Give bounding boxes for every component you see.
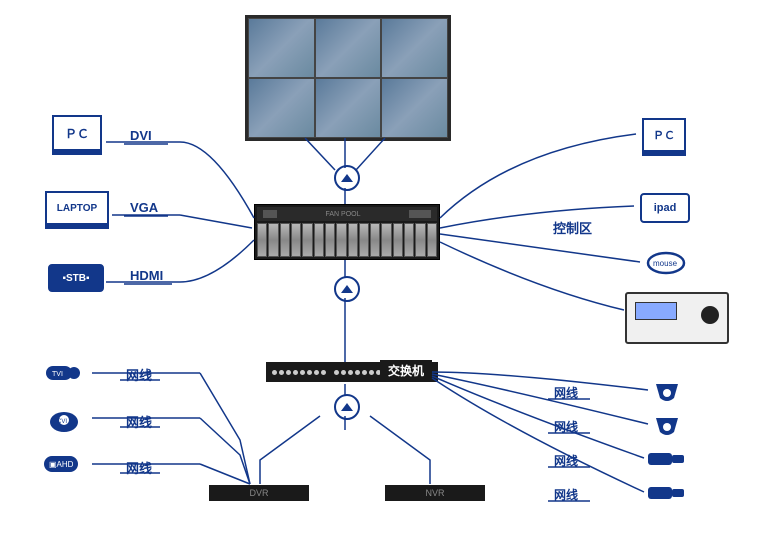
control-keyboard	[625, 292, 729, 344]
laptop-icon: LAPTOP	[45, 191, 109, 229]
mouse-icon: mouse	[646, 250, 686, 281]
arrow-switch	[334, 394, 360, 420]
rnet2-label: 网线	[554, 418, 578, 435]
rnet4-label: 网线	[554, 486, 578, 503]
arrow-matrix	[334, 276, 360, 302]
svg-text:CVI: CVI	[57, 419, 67, 425]
arrow-wall	[334, 165, 360, 191]
cvi-cam-icon: CVI	[48, 406, 84, 439]
nvr-box: NVR	[385, 485, 485, 501]
net3-label: 网线	[126, 458, 152, 477]
dome1-icon	[652, 378, 682, 409]
fan-pool-label: FAN POOL	[325, 211, 360, 218]
vga-label: VGA	[130, 200, 158, 215]
hdmi-label: HDMI	[130, 268, 163, 283]
box1-icon	[648, 450, 686, 475]
video-grid	[248, 18, 448, 138]
pc-icon: ＰＣ	[52, 115, 102, 155]
rnet3-label: 网线	[554, 452, 578, 469]
matrix-switcher: FAN POOL	[254, 204, 440, 260]
control-label: 控制区	[553, 218, 592, 237]
svg-text:TVI: TVI	[52, 371, 63, 378]
dome2-icon	[652, 412, 682, 443]
stb-icon: ▪STB▪	[48, 264, 104, 292]
svg-text:▣AHD: ▣AHD	[49, 460, 74, 469]
switch-label: 交换机	[380, 360, 432, 381]
net2-label: 网线	[126, 412, 152, 431]
ahd-cam-icon: ▣AHD	[44, 454, 86, 481]
box2-icon	[648, 484, 686, 509]
dvr-box: DVR	[209, 485, 309, 501]
pc-right-icon: ＰＣ	[642, 118, 686, 156]
dvi-label: DVI	[130, 128, 152, 143]
ipad-icon: ipad	[640, 193, 690, 223]
video-wall	[245, 15, 451, 141]
net1-label: 网线	[126, 365, 152, 384]
slots	[257, 223, 437, 257]
svg-text:mouse: mouse	[653, 259, 678, 268]
tvi-cam-icon: TVI	[44, 362, 84, 391]
rnet1-label: 网线	[554, 384, 578, 401]
